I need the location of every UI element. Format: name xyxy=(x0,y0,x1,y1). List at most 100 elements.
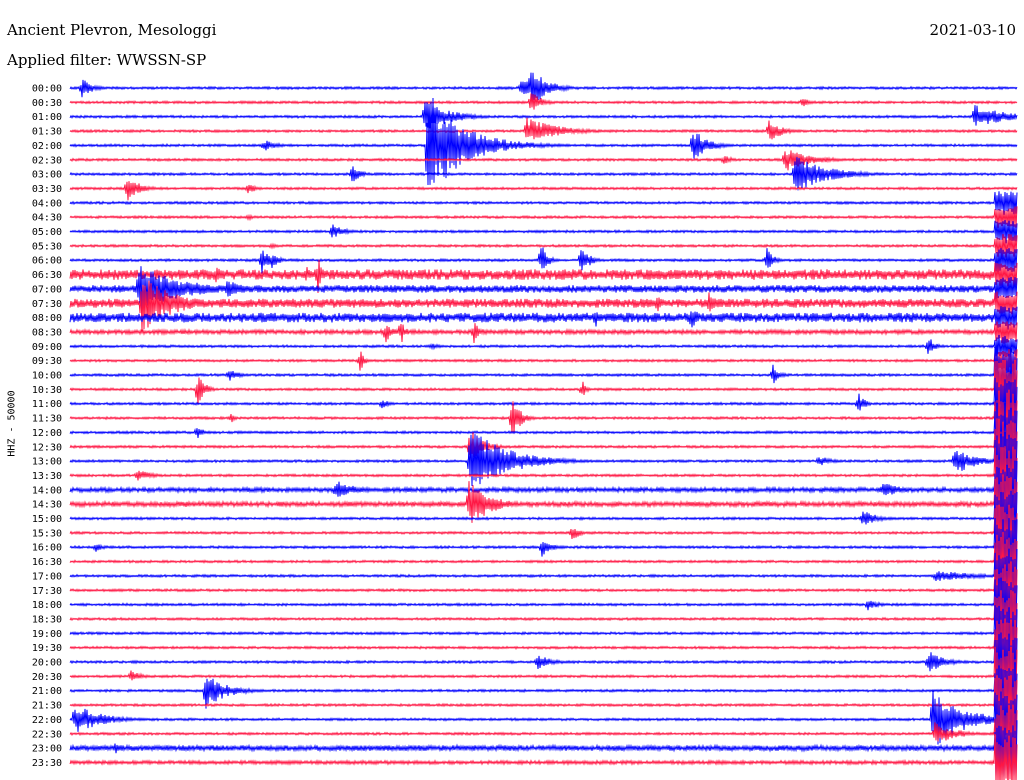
row-label-1000: 10:00 xyxy=(32,371,62,382)
trace-row-0630 xyxy=(69,259,1018,294)
row-label-0000: 00:00 xyxy=(32,84,62,95)
trace-row-0930 xyxy=(69,349,1018,372)
row-label-0430: 04:30 xyxy=(32,213,62,224)
trace-row-0330 xyxy=(69,181,1018,201)
row-label-0330: 03:30 xyxy=(32,184,62,195)
row-label-1800: 18:00 xyxy=(32,600,62,611)
row-label-1930: 19:30 xyxy=(32,643,62,654)
row-label-1400: 14:00 xyxy=(32,485,62,496)
row-label-1430: 14:30 xyxy=(32,500,62,511)
row-label-2230: 22:30 xyxy=(32,729,62,740)
trace-row-1500 xyxy=(69,490,1018,548)
row-label-1200: 12:00 xyxy=(32,428,62,439)
trace-row-1000 xyxy=(69,345,1018,401)
trace-row-1830 xyxy=(69,590,1018,649)
row-label-0030: 00:30 xyxy=(32,98,62,109)
trace-row-2100 xyxy=(69,662,1018,721)
trace-row-0400 xyxy=(69,191,1018,215)
trace-row-2200 xyxy=(69,690,1018,749)
filter-label: Applied filter: WWSSN-SP xyxy=(7,51,207,69)
row-label-1500: 15:00 xyxy=(32,514,62,525)
row-label-1230: 12:30 xyxy=(32,442,62,453)
date-label: 2021-03-10 xyxy=(929,21,1016,39)
trace-row-1300 xyxy=(69,431,1018,491)
trace-row-2130 xyxy=(69,675,1018,733)
trace-row-1100 xyxy=(69,377,1018,434)
trace-row-1330 xyxy=(69,446,1018,506)
row-label-1300: 13:00 xyxy=(32,457,62,468)
row-label-1600: 16:00 xyxy=(32,543,62,554)
row-label-0200: 02:00 xyxy=(32,141,62,152)
trace-row-0900 xyxy=(69,334,1018,358)
row-label-0300: 03:00 xyxy=(32,170,62,181)
row-label-0700: 07:00 xyxy=(32,284,62,295)
trace-row-1800 xyxy=(69,577,1018,633)
row-label-0830: 08:30 xyxy=(32,327,62,338)
row-label-2200: 22:00 xyxy=(32,715,62,726)
trace-row-0500 xyxy=(69,220,1018,244)
trace-row-2230 xyxy=(69,704,1018,764)
trace-row-1200 xyxy=(69,402,1018,463)
row-label-0630: 06:30 xyxy=(32,270,62,281)
row-label-1530: 15:30 xyxy=(32,528,62,539)
trace-row-1230 xyxy=(69,418,1018,477)
trace-row-1530 xyxy=(69,504,1018,561)
trace-row-2000 xyxy=(69,632,1018,691)
trace-row-0300 xyxy=(69,157,1018,191)
row-label-1700: 17:00 xyxy=(32,571,62,582)
row-label-0100: 01:00 xyxy=(32,112,62,123)
trace-row-0530 xyxy=(69,233,1018,258)
row-label-1130: 11:30 xyxy=(32,414,62,425)
trace-row-0600 xyxy=(69,247,1018,274)
row-label-2330: 23:30 xyxy=(32,758,62,769)
row-label-2000: 20:00 xyxy=(32,658,62,669)
row-label-0400: 04:00 xyxy=(32,198,62,209)
trace-row-0100 xyxy=(69,102,1018,129)
row-label-2100: 21:00 xyxy=(32,686,62,697)
row-label-0800: 08:00 xyxy=(32,313,62,324)
row-label-2030: 20:30 xyxy=(32,672,62,683)
trace-row-0200 xyxy=(69,97,1018,186)
trace-row-1700 xyxy=(69,548,1018,604)
trace-row-1130 xyxy=(69,389,1018,446)
row-label-0730: 07:30 xyxy=(32,299,62,310)
row-label-0130: 01:30 xyxy=(32,127,62,138)
trace-row-0230 xyxy=(69,150,1018,171)
trace-row-1400 xyxy=(69,460,1018,519)
trace-row-0830 xyxy=(69,321,1018,344)
trace-row-2300 xyxy=(69,720,1018,778)
trace-row-0430 xyxy=(69,206,1018,228)
row-label-1100: 11:00 xyxy=(32,399,62,410)
trace-row-1030 xyxy=(69,359,1018,416)
row-label-0900: 09:00 xyxy=(32,342,62,353)
row-label-0500: 05:00 xyxy=(32,227,62,238)
trace-row-1930 xyxy=(69,618,1018,677)
trace-row-0000 xyxy=(69,72,1018,105)
trace-row-1630 xyxy=(69,531,1018,592)
row-label-1630: 16:30 xyxy=(32,557,62,568)
trace-row-0130 xyxy=(69,117,1018,140)
tick-label-group: 00:00 00:30 01:00 01:30 02:00 02:30 03:00 03:30… xyxy=(32,84,62,769)
station-title: Ancient Plevron, Mesologgi xyxy=(7,21,217,39)
row-label-1900: 19:00 xyxy=(32,629,62,640)
trace-row-1730 xyxy=(69,561,1018,620)
trace-row-0800 xyxy=(69,306,1018,330)
trace-row-2030 xyxy=(69,646,1018,706)
trace-row-0730 xyxy=(69,280,1018,332)
row-label-0600: 06:00 xyxy=(32,256,62,267)
row-label-1330: 13:30 xyxy=(32,471,62,482)
row-label-2130: 21:30 xyxy=(32,701,62,712)
trace-row-1600 xyxy=(69,518,1018,576)
trace-row-2330 xyxy=(69,734,1018,780)
row-label-0230: 02:30 xyxy=(32,155,62,166)
row-label-2300: 23:00 xyxy=(32,744,62,755)
row-label-1830: 18:30 xyxy=(32,614,62,625)
trace-row-1430 xyxy=(69,474,1018,532)
trace-group xyxy=(69,72,1018,780)
row-label-1730: 17:30 xyxy=(32,586,62,597)
trace-row-0030 xyxy=(69,93,1018,110)
row-label-0930: 09:30 xyxy=(32,356,62,367)
row-label-0530: 05:30 xyxy=(32,241,62,252)
trace-row-0700 xyxy=(69,266,1018,311)
